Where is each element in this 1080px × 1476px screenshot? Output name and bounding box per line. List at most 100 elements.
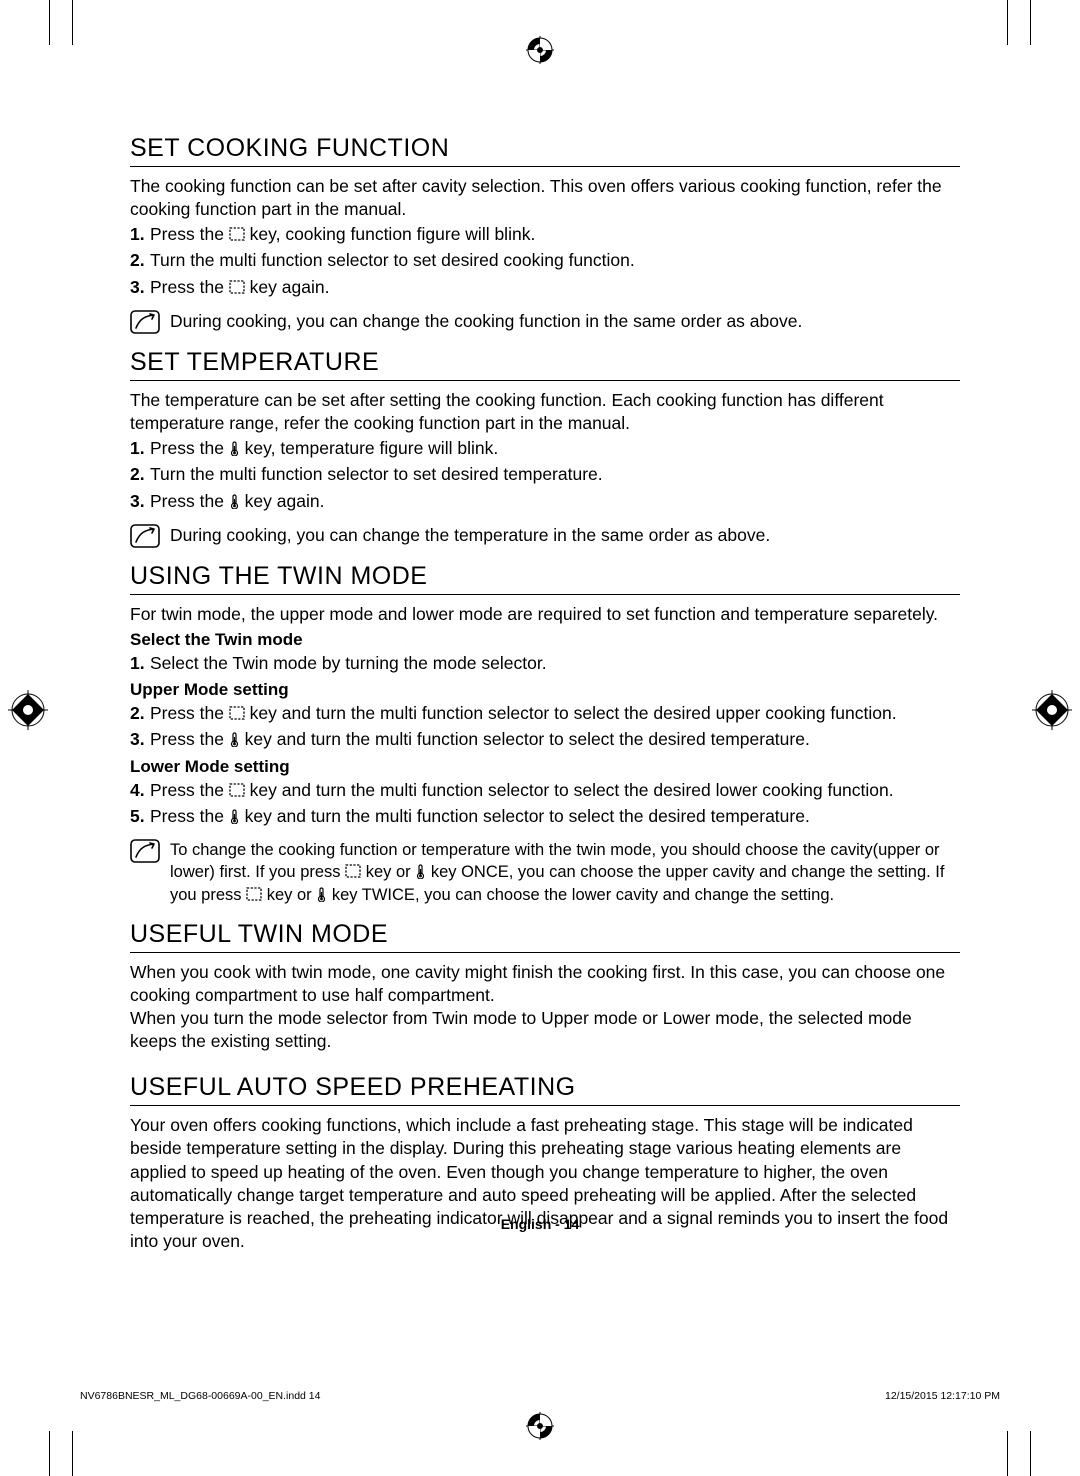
crop-mark	[72, 0, 73, 45]
step-number: 5.	[130, 803, 145, 829]
step-number: 3.	[130, 726, 145, 752]
step-text: Press the	[150, 277, 229, 297]
step-text: Turn the multi function selector to set …	[150, 250, 635, 270]
content-area: SET COOKING FUNCTION The cooking functio…	[130, 120, 960, 1253]
subheading-select-twin: Select the Twin mode	[130, 630, 960, 650]
step-text: key again.	[240, 491, 325, 511]
para-preheating: Your oven offers cooking functions, whic…	[130, 1114, 960, 1253]
footer-language-page: English - 14	[0, 1216, 1080, 1232]
step-number: 2.	[130, 700, 145, 726]
subheading-upper-mode: Upper Mode setting	[130, 680, 960, 700]
heading-set-cooking: SET COOKING FUNCTION	[130, 134, 960, 167]
function-key-icon	[229, 280, 245, 294]
temperature-key-icon	[316, 887, 327, 902]
step-text: key, temperature figure will blink.	[240, 438, 498, 458]
step-text: key and turn the multi function selector…	[240, 729, 810, 749]
step-text: Select the Twin mode by turning the mode…	[150, 653, 547, 673]
list-item: 3.Press the key again.	[130, 488, 960, 514]
note-text-part: key or	[361, 863, 415, 881]
crop-mark	[1007, 0, 1008, 45]
function-key-icon	[229, 783, 245, 797]
registration-mark-icon	[526, 36, 554, 64]
step-number: 2.	[130, 247, 145, 273]
step-text: Press the	[150, 806, 229, 826]
step-text: Press the	[150, 729, 229, 749]
heading-useful-twin: USEFUL TWIN MODE	[130, 920, 960, 953]
note-set-cooking: During cooking, you can change the cooki…	[130, 310, 960, 334]
list-item: 4.Press the key and turn the multi funct…	[130, 777, 960, 803]
step-text: key and turn the multi function selector…	[245, 780, 894, 800]
step-text: key, cooking function figure will blink.	[245, 224, 536, 244]
note-icon	[130, 524, 160, 548]
steps-twin-upper: 2.Press the key and turn the multi funct…	[130, 700, 960, 753]
note-icon	[130, 310, 160, 334]
crop-mark	[72, 1431, 73, 1476]
note-text: During cooking, you can change the tempe…	[170, 524, 960, 548]
step-number: 3.	[130, 274, 145, 300]
temperature-key-icon	[415, 864, 426, 879]
step-number: 1.	[130, 221, 145, 247]
step-number: 2.	[130, 461, 145, 487]
list-item: 1.Press the key, cooking function figure…	[130, 221, 960, 247]
list-item: 3.Press the key and turn the multi funct…	[130, 726, 960, 752]
step-text: Press the	[150, 703, 229, 723]
temperature-key-icon	[229, 732, 240, 747]
step-text: Turn the multi function selector to set …	[150, 464, 603, 484]
registration-mark-icon	[8, 690, 48, 730]
list-item: 2.Turn the multi function selector to se…	[130, 247, 960, 273]
step-text: Press the	[150, 438, 229, 458]
para-useful-twin-2: When you turn the mode selector from Twi…	[130, 1007, 960, 1053]
step-text: key and turn the multi function selector…	[240, 806, 810, 826]
step-text: Press the	[150, 780, 229, 800]
step-text: Press the	[150, 491, 229, 511]
heading-preheating: USEFUL AUTO SPEED PREHEATING	[130, 1073, 960, 1106]
intro-twin-mode: For twin mode, the upper mode and lower …	[130, 603, 960, 626]
steps-twin-lower: 4.Press the key and turn the multi funct…	[130, 777, 960, 830]
intro-set-temperature: The temperature can be set after setting…	[130, 389, 960, 435]
note-text: To change the cooking function or temper…	[170, 839, 960, 906]
list-item: 3.Press the key again.	[130, 274, 960, 300]
step-text: key and turn the multi function selector…	[245, 703, 897, 723]
page: SET COOKING FUNCTION The cooking functio…	[0, 0, 1080, 1476]
note-twin-mode: To change the cooking function or temper…	[130, 839, 960, 906]
step-number: 1.	[130, 435, 145, 461]
para-useful-twin-1: When you cook with twin mode, one cavity…	[130, 961, 960, 1007]
function-key-icon	[345, 864, 361, 878]
temperature-key-icon	[229, 809, 240, 824]
step-number: 4.	[130, 777, 145, 803]
steps-twin-select: 1.Select the Twin mode by turning the mo…	[130, 650, 960, 676]
step-number: 1.	[130, 650, 145, 676]
list-item: 2.Turn the multi function selector to se…	[130, 461, 960, 487]
step-number: 3.	[130, 488, 145, 514]
function-key-icon	[229, 706, 245, 720]
step-text: Press the	[150, 224, 229, 244]
temperature-key-icon	[229, 494, 240, 509]
registration-mark-icon	[526, 1412, 554, 1440]
crop-mark	[49, 1431, 50, 1476]
function-key-icon	[229, 227, 245, 241]
heading-twin-mode: USING THE TWIN MODE	[130, 562, 960, 595]
crop-mark	[1030, 0, 1031, 45]
function-key-icon	[246, 887, 262, 901]
footer-file: NV6786BNESR_ML_DG68-00669A-00_EN.indd 14	[80, 1390, 320, 1402]
crop-mark	[49, 0, 50, 45]
footer-meta: NV6786BNESR_ML_DG68-00669A-00_EN.indd 14…	[80, 1390, 1000, 1402]
heading-set-temperature: SET TEMPERATURE	[130, 348, 960, 381]
list-item: 5.Press the key and turn the multi funct…	[130, 803, 960, 829]
crop-mark	[1007, 1431, 1008, 1476]
registration-mark-icon	[1032, 690, 1072, 730]
note-text-part: key or	[262, 886, 316, 904]
intro-set-cooking: The cooking function can be set after ca…	[130, 175, 960, 221]
step-text: key again.	[245, 277, 330, 297]
steps-set-temperature: 1.Press the key, temperature figure will…	[130, 435, 960, 514]
note-text-part: key TWICE, you can choose the lower cavi…	[327, 886, 834, 904]
temperature-key-icon	[229, 441, 240, 456]
list-item: 1.Press the key, temperature figure will…	[130, 435, 960, 461]
subheading-lower-mode: Lower Mode setting	[130, 757, 960, 777]
list-item: 2.Press the key and turn the multi funct…	[130, 700, 960, 726]
note-icon	[130, 839, 160, 863]
steps-set-cooking: 1.Press the key, cooking function figure…	[130, 221, 960, 300]
crop-mark	[1030, 1431, 1031, 1476]
footer-date: 12/15/2015 12:17:10 PM	[885, 1390, 1000, 1402]
note-text: During cooking, you can change the cooki…	[170, 310, 960, 334]
